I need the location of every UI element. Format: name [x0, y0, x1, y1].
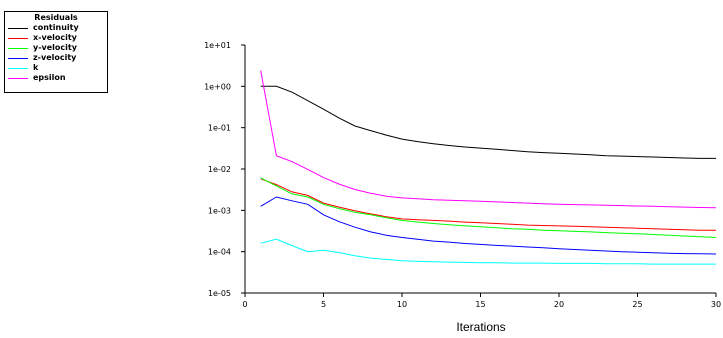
- y-tick-label: 1e+00: [204, 82, 231, 91]
- y-tick-label: 1e+01: [204, 41, 231, 50]
- ticks: 0 5 10 15 20 25 30 1e-05 1e-04 1e-03 1e-02 1e-01 1e+…: [204, 41, 721, 309]
- legend-label: epsilon: [33, 73, 66, 82]
- series-lines: [260, 70, 717, 265]
- y-tick-label: 1e-01: [208, 124, 231, 133]
- legend-label: k: [33, 63, 39, 72]
- legend-title: Residuals: [34, 13, 78, 22]
- legend-entry-z-velocity: z-velocity: [5, 53, 107, 63]
- x-axis-title: Iterations: [456, 320, 505, 334]
- series-line-y-velocity: [260, 177, 717, 238]
- series-line-x-velocity: [260, 178, 716, 231]
- legend-label: z-velocity: [33, 53, 77, 62]
- legend-swatch: [8, 38, 28, 39]
- legend-swatch: [8, 68, 28, 69]
- legend-swatch: [8, 28, 28, 29]
- series-line-continuity: [260, 85, 716, 159]
- x-tick-label: 30: [711, 300, 721, 309]
- legend-entry-continuity: continuity: [5, 23, 107, 33]
- x-tick-label: 10: [397, 300, 407, 309]
- legend-entry-epsilon: epsilon: [5, 73, 107, 83]
- series-line-k: [260, 238, 716, 265]
- x-tick-label: 5: [321, 300, 326, 309]
- y-tick-label: 1e-02: [208, 165, 231, 174]
- legend-swatch: [8, 78, 28, 79]
- y-tick-label: 1e-03: [208, 206, 231, 215]
- legend-entries: continuity x-velocity y-velocity z-velocity…: [5, 23, 107, 83]
- y-tick-label: 1e-04: [208, 248, 231, 257]
- legend: Residuals continuity x-velocity y-velocity…: [4, 11, 108, 93]
- legend-label: x-velocity: [33, 33, 77, 42]
- legend-entry-x-velocity: x-velocity: [5, 33, 107, 43]
- legend-swatch: [8, 58, 28, 59]
- legend-swatch: [8, 48, 28, 49]
- series-line-epsilon: [260, 70, 717, 209]
- y-tick-label: 1e-05: [208, 289, 231, 298]
- legend-entry-y-velocity: y-velocity: [5, 43, 107, 53]
- series-line-z-velocity: [260, 196, 717, 255]
- legend-entry-k: k: [5, 63, 107, 73]
- x-tick-label: 15: [475, 300, 485, 309]
- x-tick-label: 25: [632, 300, 642, 309]
- axes: [244, 45, 716, 294]
- legend-label: y-velocity: [33, 43, 77, 52]
- legend-label: continuity: [33, 23, 79, 32]
- x-tick-label: 20: [554, 300, 564, 309]
- x-tick-label: 0: [242, 300, 247, 309]
